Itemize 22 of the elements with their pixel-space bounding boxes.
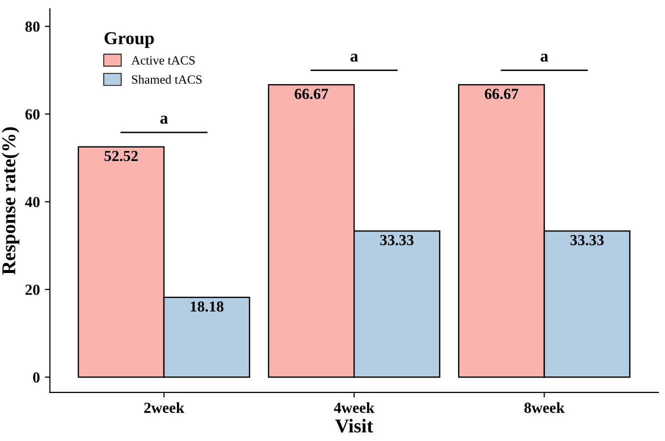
x-tick-label: 2week xyxy=(144,402,184,413)
legend-label: Shamed tACS xyxy=(132,74,202,84)
data-label: 33.33 xyxy=(570,234,604,246)
data-label: 52.52 xyxy=(104,150,138,162)
annotation: a xyxy=(160,116,168,124)
data-label: 66.67 xyxy=(294,88,328,100)
y-tick-label: 40 xyxy=(25,196,40,208)
y-tick-label: 80 xyxy=(25,22,40,32)
data-label: 66.67 xyxy=(484,88,518,100)
y-tick-label: 60 xyxy=(25,109,40,120)
x-tick-label: 4week xyxy=(334,402,374,413)
y-tick-label: 20 xyxy=(26,284,40,295)
legend-title: Group xyxy=(104,32,154,48)
y-axis-title: Response rate(%) xyxy=(2,127,20,275)
data-label: 18.18 xyxy=(190,301,224,312)
legend-label: Active tACS xyxy=(131,56,195,65)
y-tick-label: 0 xyxy=(33,372,40,383)
annotation: a xyxy=(350,54,358,62)
x-tick-label: 8week xyxy=(524,402,565,413)
x-axis-title: Visit xyxy=(335,418,374,433)
data-label: 33.33 xyxy=(380,234,414,246)
annotation: a xyxy=(540,54,548,62)
